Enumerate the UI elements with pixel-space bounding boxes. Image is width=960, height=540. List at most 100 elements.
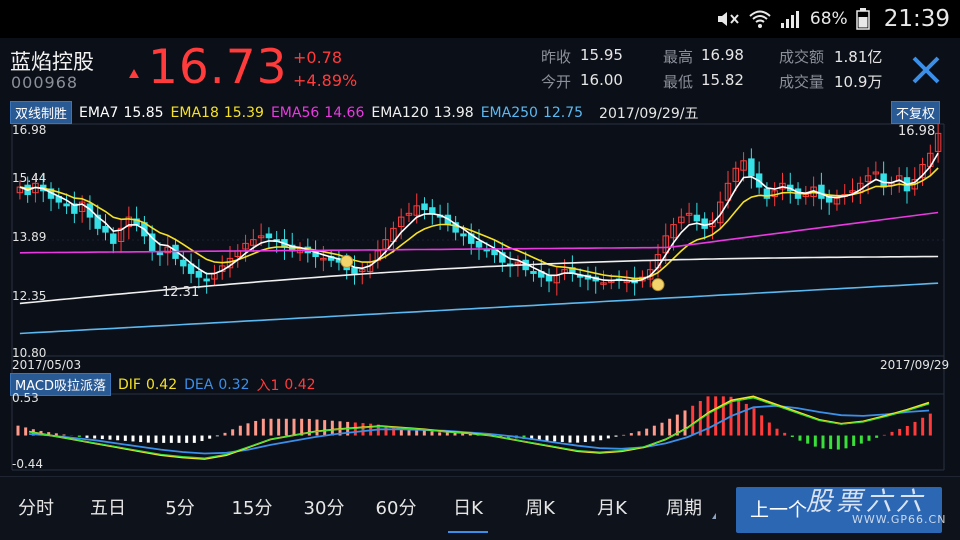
dif-label: DIF bbox=[117, 376, 141, 393]
high-annotation: 16.98 bbox=[898, 124, 936, 139]
candle-body bbox=[117, 227, 125, 243]
signal-value: 0.42 bbox=[284, 376, 316, 393]
prev-stock-button[interactable]: 上一个 bbox=[736, 487, 942, 533]
y-tick-label: 16.98 bbox=[12, 123, 47, 137]
kline-chart[interactable] bbox=[0, 100, 960, 476]
caret-icon bbox=[712, 513, 716, 519]
candle-body bbox=[265, 233, 273, 239]
tab-6[interactable]: 日K bbox=[432, 477, 504, 540]
start-date: 2017/05/03 bbox=[12, 358, 82, 372]
tab-2[interactable]: 5分 bbox=[165, 498, 195, 519]
battery-icon bbox=[855, 8, 870, 30]
tab-4[interactable]: 30分 bbox=[303, 498, 345, 519]
candle-body bbox=[701, 218, 708, 229]
candle-body bbox=[320, 257, 327, 261]
change-amount: +0.78 bbox=[293, 48, 343, 67]
ema-label: EMA250 bbox=[480, 104, 538, 121]
tab-7[interactable]: 周K bbox=[525, 498, 555, 519]
macd-y-top: 0.53 bbox=[12, 391, 39, 405]
ema-value: 15.85 bbox=[123, 104, 164, 121]
stock-name: 蓝焰控股 bbox=[10, 50, 94, 74]
tab-8[interactable]: 月K bbox=[597, 498, 627, 519]
last-price: 16.73 bbox=[148, 40, 288, 95]
tab-1[interactable]: 五日 bbox=[90, 498, 126, 519]
candle-body bbox=[16, 186, 24, 194]
wifi-icon bbox=[749, 10, 771, 28]
prev-close-label: 昨收 bbox=[541, 48, 572, 66]
tab-0[interactable]: 分时 bbox=[18, 498, 54, 519]
candle-body bbox=[880, 173, 887, 188]
change-percent: +4.89% bbox=[293, 71, 358, 90]
macd-indicator-button[interactable]: MACD吸拉派落 bbox=[10, 373, 111, 396]
candle-body bbox=[110, 233, 117, 244]
candle-body bbox=[475, 241, 483, 248]
candle-body bbox=[670, 224, 677, 239]
prev-close-value: 15.95 bbox=[580, 46, 623, 64]
open-value: 16.00 bbox=[580, 71, 623, 89]
status-icons: 68% 21:39 bbox=[716, 0, 950, 38]
candle-body bbox=[94, 214, 101, 229]
ema-legend: 双线制胜 EMA7 15.85 EMA18 15.39 EMA56 14.66 EMA120… bbox=[10, 101, 698, 124]
volume-label: 成交量 bbox=[779, 73, 825, 91]
candle-body bbox=[724, 182, 732, 201]
ema56-line bbox=[19, 211, 939, 254]
close-icon[interactable] bbox=[906, 50, 946, 90]
candle-body bbox=[250, 239, 257, 246]
mute-icon bbox=[717, 12, 739, 26]
quote-header: 蓝焰控股 000968 16.73 +0.78 +4.89% 昨收 15.95 … bbox=[0, 38, 960, 100]
candle-body bbox=[895, 175, 903, 182]
dif-value: 0.42 bbox=[145, 376, 178, 393]
candle-body bbox=[413, 205, 420, 216]
macd-y-bottom: -0.44 bbox=[12, 457, 44, 471]
candle-body bbox=[86, 203, 94, 218]
y-tick-label: 15.44 bbox=[12, 171, 47, 185]
candle-body bbox=[242, 242, 249, 250]
ema-value: 15.39 bbox=[223, 104, 264, 121]
amount-label: 成交额 bbox=[779, 48, 825, 66]
candle-body bbox=[678, 216, 685, 224]
ema-label: EMA120 bbox=[371, 104, 429, 121]
dea-label: DEA bbox=[184, 376, 214, 393]
candle-body bbox=[359, 269, 366, 273]
end-date: 2017/09/29 bbox=[880, 358, 950, 372]
candle-body bbox=[203, 278, 210, 282]
ema250-line bbox=[19, 282, 939, 335]
candle-body bbox=[818, 184, 825, 199]
chart-area[interactable]: 双线制胜 EMA7 15.85 EMA18 15.39 EMA56 14.66 EMA120… bbox=[0, 100, 960, 476]
candle-body bbox=[257, 235, 265, 239]
candle-body bbox=[156, 252, 164, 256]
high-label: 最高 bbox=[663, 48, 694, 66]
macd-aux-line bbox=[28, 397, 930, 459]
candle-body bbox=[864, 175, 872, 182]
candle-body bbox=[763, 188, 771, 199]
tab-3[interactable]: 15分 bbox=[231, 498, 273, 519]
ema-value: 13.98 bbox=[433, 104, 474, 121]
candle-body bbox=[460, 233, 467, 237]
adjust-button[interactable]: 不复权 bbox=[891, 101, 941, 124]
y-tick-label: 13.89 bbox=[12, 230, 47, 244]
candle-body bbox=[934, 132, 942, 152]
kline-date: 2017/09/29/五 bbox=[599, 105, 699, 122]
candle-body bbox=[429, 207, 436, 214]
bottom-bar: 分时 五日 5分 15分 30分 60分 日K 周K 月K 周期 上一个 股票六六 WWW.GP6… bbox=[0, 476, 960, 540]
tab-5[interactable]: 60分 bbox=[375, 498, 417, 519]
period-tabs: 分时 五日 5分 15分 30分 60分 日K 周K 月K 周期 bbox=[0, 477, 720, 540]
candle-body bbox=[405, 212, 413, 216]
candle-body bbox=[779, 182, 786, 190]
candle-body bbox=[600, 282, 607, 285]
dea-line bbox=[28, 404, 930, 455]
candle-body bbox=[452, 222, 459, 233]
low-label: 最低 bbox=[663, 73, 694, 91]
tab-9[interactable]: 周期 bbox=[648, 477, 720, 540]
ema7-line bbox=[19, 152, 939, 283]
candle-body bbox=[685, 212, 693, 216]
candle-body bbox=[397, 216, 405, 227]
signal-icon bbox=[780, 11, 799, 28]
candle-body bbox=[180, 259, 187, 267]
candle-body bbox=[63, 203, 70, 207]
indicator-button[interactable]: 双线制胜 bbox=[10, 101, 73, 124]
ema120-line bbox=[19, 255, 939, 305]
candle-body bbox=[514, 261, 522, 265]
amount-value: 1.81亿 bbox=[834, 48, 883, 66]
coin-marker-icon bbox=[651, 278, 665, 292]
